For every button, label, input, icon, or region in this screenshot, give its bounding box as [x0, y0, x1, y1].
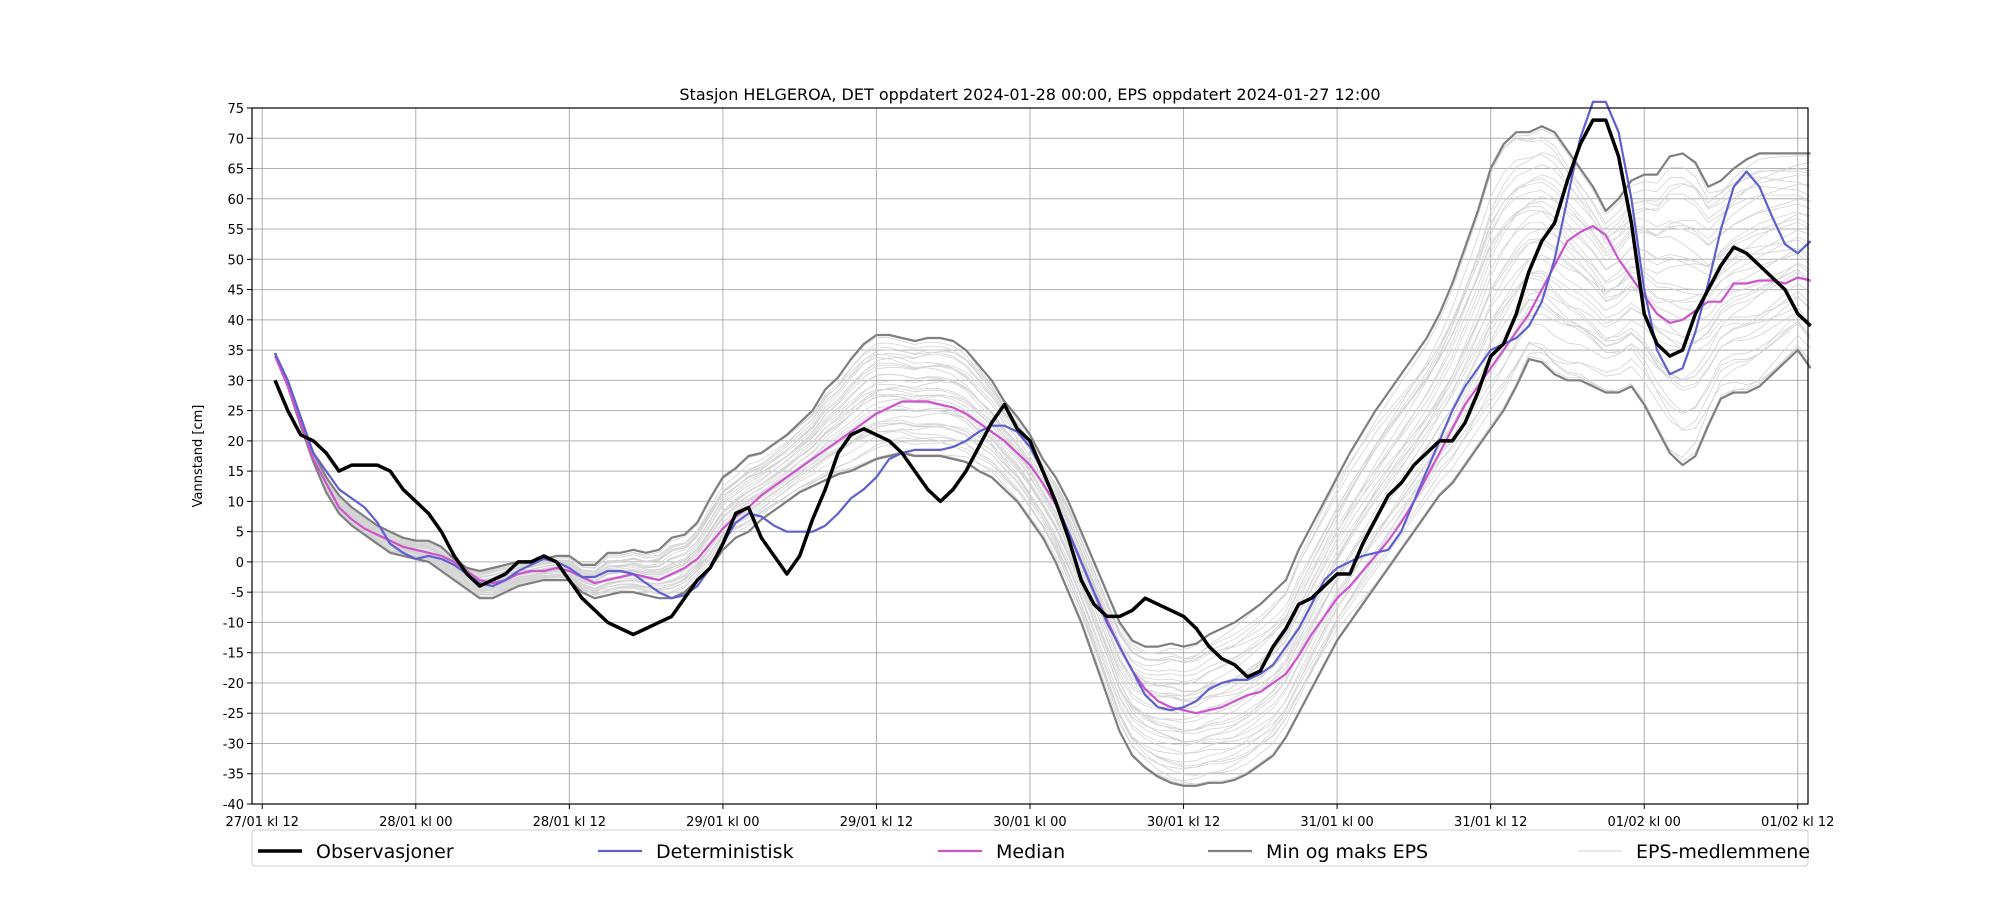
- legend-label: Deterministisk: [656, 841, 794, 863]
- ensemble-member-line: [274, 334, 1811, 755]
- y-tick-label: -35: [223, 768, 244, 783]
- y-tick-label: 45: [227, 284, 244, 299]
- legend-label: Min og maks EPS: [1266, 841, 1428, 863]
- y-tick-label: 5: [236, 526, 244, 541]
- y-tick-label: 15: [227, 465, 244, 480]
- legend-label: Observasjoner: [316, 841, 454, 863]
- series-line-0: [273, 118, 1812, 679]
- y-tick-label: 25: [227, 405, 244, 420]
- x-tick-label: 29/01 kl 00: [686, 815, 759, 830]
- ensemble-member-line: [274, 305, 1811, 768]
- y-tick-label: 10: [227, 495, 244, 510]
- y-tick-label: 70: [227, 132, 244, 147]
- x-tick-label: 27/01 kl 12: [226, 815, 299, 830]
- y-tick-label: -30: [223, 737, 244, 752]
- legend-label: EPS-medlemmene: [1636, 841, 1810, 863]
- y-tick-label: -10: [223, 616, 244, 631]
- y-tick-label: -40: [223, 798, 244, 813]
- series-lines: [273, 100, 1812, 787]
- x-tick-label: 30/01 kl 12: [1147, 815, 1220, 830]
- x-tick-label: 28/01 kl 12: [533, 815, 606, 830]
- y-axis-label: Vannstand [cm]: [191, 405, 206, 508]
- x-tick-label: 31/01 kl 12: [1454, 815, 1527, 830]
- y-tick-label: -20: [223, 677, 244, 692]
- legend-label: Median: [996, 841, 1065, 863]
- y-tick-label: 35: [227, 344, 244, 359]
- x-tick-label: 31/01 kl 00: [1300, 815, 1373, 830]
- x-tick-label: 01/02 kl 12: [1761, 815, 1834, 830]
- y-tick-label: -15: [223, 647, 244, 662]
- ensemble-member-line: [274, 177, 1811, 683]
- y-tick-label: -25: [223, 707, 244, 722]
- y-tick-label: 40: [227, 314, 244, 329]
- x-axis: 27/01 kl 12 28/01 kl 00 28/01 kl 12 29/01 k…: [226, 804, 1834, 830]
- x-tick-label: 29/01 kl 12: [840, 815, 913, 830]
- y-tick-label: 60: [227, 193, 244, 208]
- y-tick-label: -5: [231, 586, 244, 601]
- legend-frame: [251, 829, 1809, 867]
- y-tick-label: 65: [227, 163, 244, 178]
- legend: Observasjoner Deterministisk Median Min og …: [251, 829, 1810, 867]
- series-line-2: [273, 224, 1811, 715]
- y-tick-label: 75: [227, 102, 244, 117]
- x-tick-label: 30/01 kl 00: [993, 815, 1066, 830]
- y-tick-label: 20: [227, 435, 244, 450]
- series-line-4: [273, 349, 1812, 787]
- y-tick-label: 50: [227, 253, 244, 268]
- chart-title: Stasjon HELGEROA, DET oppdatert 2024-01-…: [679, 85, 1380, 104]
- ensemble-member-line: [274, 210, 1811, 734]
- x-tick-label: 28/01 kl 00: [379, 815, 452, 830]
- y-tick-label: 55: [227, 223, 244, 238]
- y-tick-label: 30: [227, 374, 244, 389]
- ensemble-member-line: [274, 277, 1811, 733]
- y-axis: -40 -35 -30 -25 -20 -15 -10 -5 0 5 10 15 20 25 30 35 40 4…: [223, 102, 252, 813]
- x-tick-label: 01/02 kl 00: [1607, 815, 1680, 830]
- y-tick-label: 0: [236, 556, 244, 571]
